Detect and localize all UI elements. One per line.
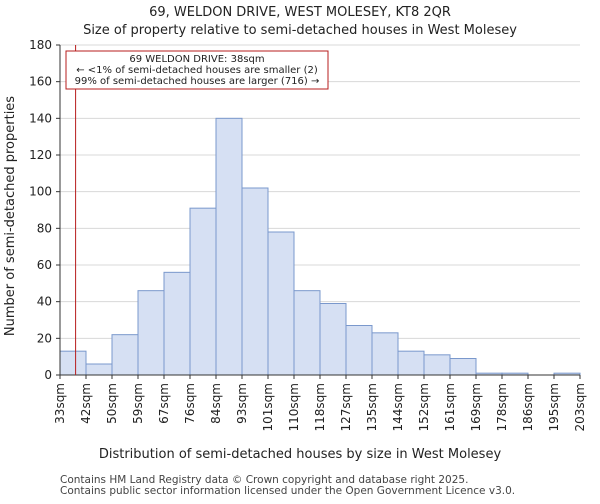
y-tick-label: 80 bbox=[37, 221, 52, 235]
x-tick-label: 33sqm bbox=[53, 383, 67, 424]
histogram-bar bbox=[85, 363, 113, 376]
y-tick-label: 180 bbox=[29, 38, 52, 52]
histogram-bar bbox=[397, 350, 425, 376]
x-axis-title: Distribution of semi-detached houses by … bbox=[99, 447, 502, 462]
histogram-bar bbox=[267, 231, 295, 376]
x-tick-label: 135sqm bbox=[365, 383, 379, 431]
histogram-bar bbox=[319, 303, 347, 376]
y-tick-label: 100 bbox=[29, 185, 52, 199]
x-tick-label: 84sqm bbox=[209, 383, 223, 424]
histogram-bar bbox=[241, 187, 269, 376]
x-tick-label: 127sqm bbox=[339, 383, 353, 431]
annotation-line: 69 WELDON DRIVE: 38sqm bbox=[129, 54, 264, 65]
y-tick-label: 120 bbox=[29, 148, 52, 162]
x-tick-label: 118sqm bbox=[313, 383, 327, 431]
histogram-bar bbox=[111, 334, 139, 376]
histogram-bar bbox=[163, 271, 191, 376]
x-tick-label: 186sqm bbox=[521, 383, 535, 431]
y-tick-label: 0 bbox=[44, 368, 52, 382]
property-marker: 69 WELDON DRIVE: 38sqm← <1% of semi-deta… bbox=[65, 45, 329, 375]
bars bbox=[59, 117, 581, 376]
x-tick-label: 50sqm bbox=[105, 383, 119, 424]
histogram-bar bbox=[137, 290, 165, 376]
histogram-bar bbox=[293, 290, 321, 376]
y-tick-label: 160 bbox=[29, 75, 52, 89]
x-tick-label: 161sqm bbox=[443, 383, 457, 431]
footer-line-1: Contains HM Land Registry data © Crown c… bbox=[60, 474, 468, 486]
x-tick-label: 110sqm bbox=[287, 383, 301, 431]
histogram-bar bbox=[423, 354, 451, 376]
x-tick-label: 178sqm bbox=[495, 383, 509, 431]
x-axis: 33sqm 42sqm 50sqm 59sqm 67sqm 76sqm 84sqm 93sqm… bbox=[53, 374, 587, 431]
histogram-bar bbox=[59, 350, 87, 376]
x-tick-label: 169sqm bbox=[469, 383, 483, 431]
footer-line-2: Contains public sector information licen… bbox=[60, 485, 515, 497]
chart-title-line2: Size of property relative to semi-detach… bbox=[83, 23, 517, 38]
histogram-bar bbox=[345, 325, 373, 376]
x-tick-label: 93sqm bbox=[235, 383, 249, 424]
x-tick-label: 152sqm bbox=[417, 383, 431, 431]
x-tick-label: 195sqm bbox=[547, 383, 561, 431]
y-tick-label: 20 bbox=[37, 331, 52, 345]
y-axis-title: Number of semi-detached properties bbox=[3, 96, 18, 336]
chart-title-line1: 69, WELDON DRIVE, WEST MOLESEY, KT8 2QR bbox=[149, 5, 451, 20]
x-tick-label: 67sqm bbox=[157, 383, 171, 424]
y-tick-label: 40 bbox=[37, 295, 52, 309]
annotation-line: 99% of semi-detached houses are larger (… bbox=[75, 76, 320, 87]
y-axis: 0 20 40 60 80 100 120 140 160 180 bbox=[29, 38, 61, 382]
y-tick-label: 140 bbox=[29, 111, 52, 125]
x-tick-label: 203sqm bbox=[573, 383, 587, 431]
x-tick-label: 59sqm bbox=[131, 383, 145, 424]
x-tick-label: 76sqm bbox=[183, 383, 197, 424]
histogram-bar bbox=[189, 207, 217, 376]
histogram-bar bbox=[215, 117, 243, 376]
histogram-bar bbox=[449, 358, 477, 376]
y-tick-label: 60 bbox=[37, 258, 52, 272]
annotation-line: ← <1% of semi-detached houses are smalle… bbox=[76, 65, 318, 76]
annotation-box bbox=[65, 50, 329, 90]
histogram-bar bbox=[371, 332, 399, 376]
x-tick-label: 42sqm bbox=[79, 383, 93, 424]
x-tick-label: 101sqm bbox=[261, 383, 275, 431]
x-tick-label: 144sqm bbox=[391, 383, 405, 431]
